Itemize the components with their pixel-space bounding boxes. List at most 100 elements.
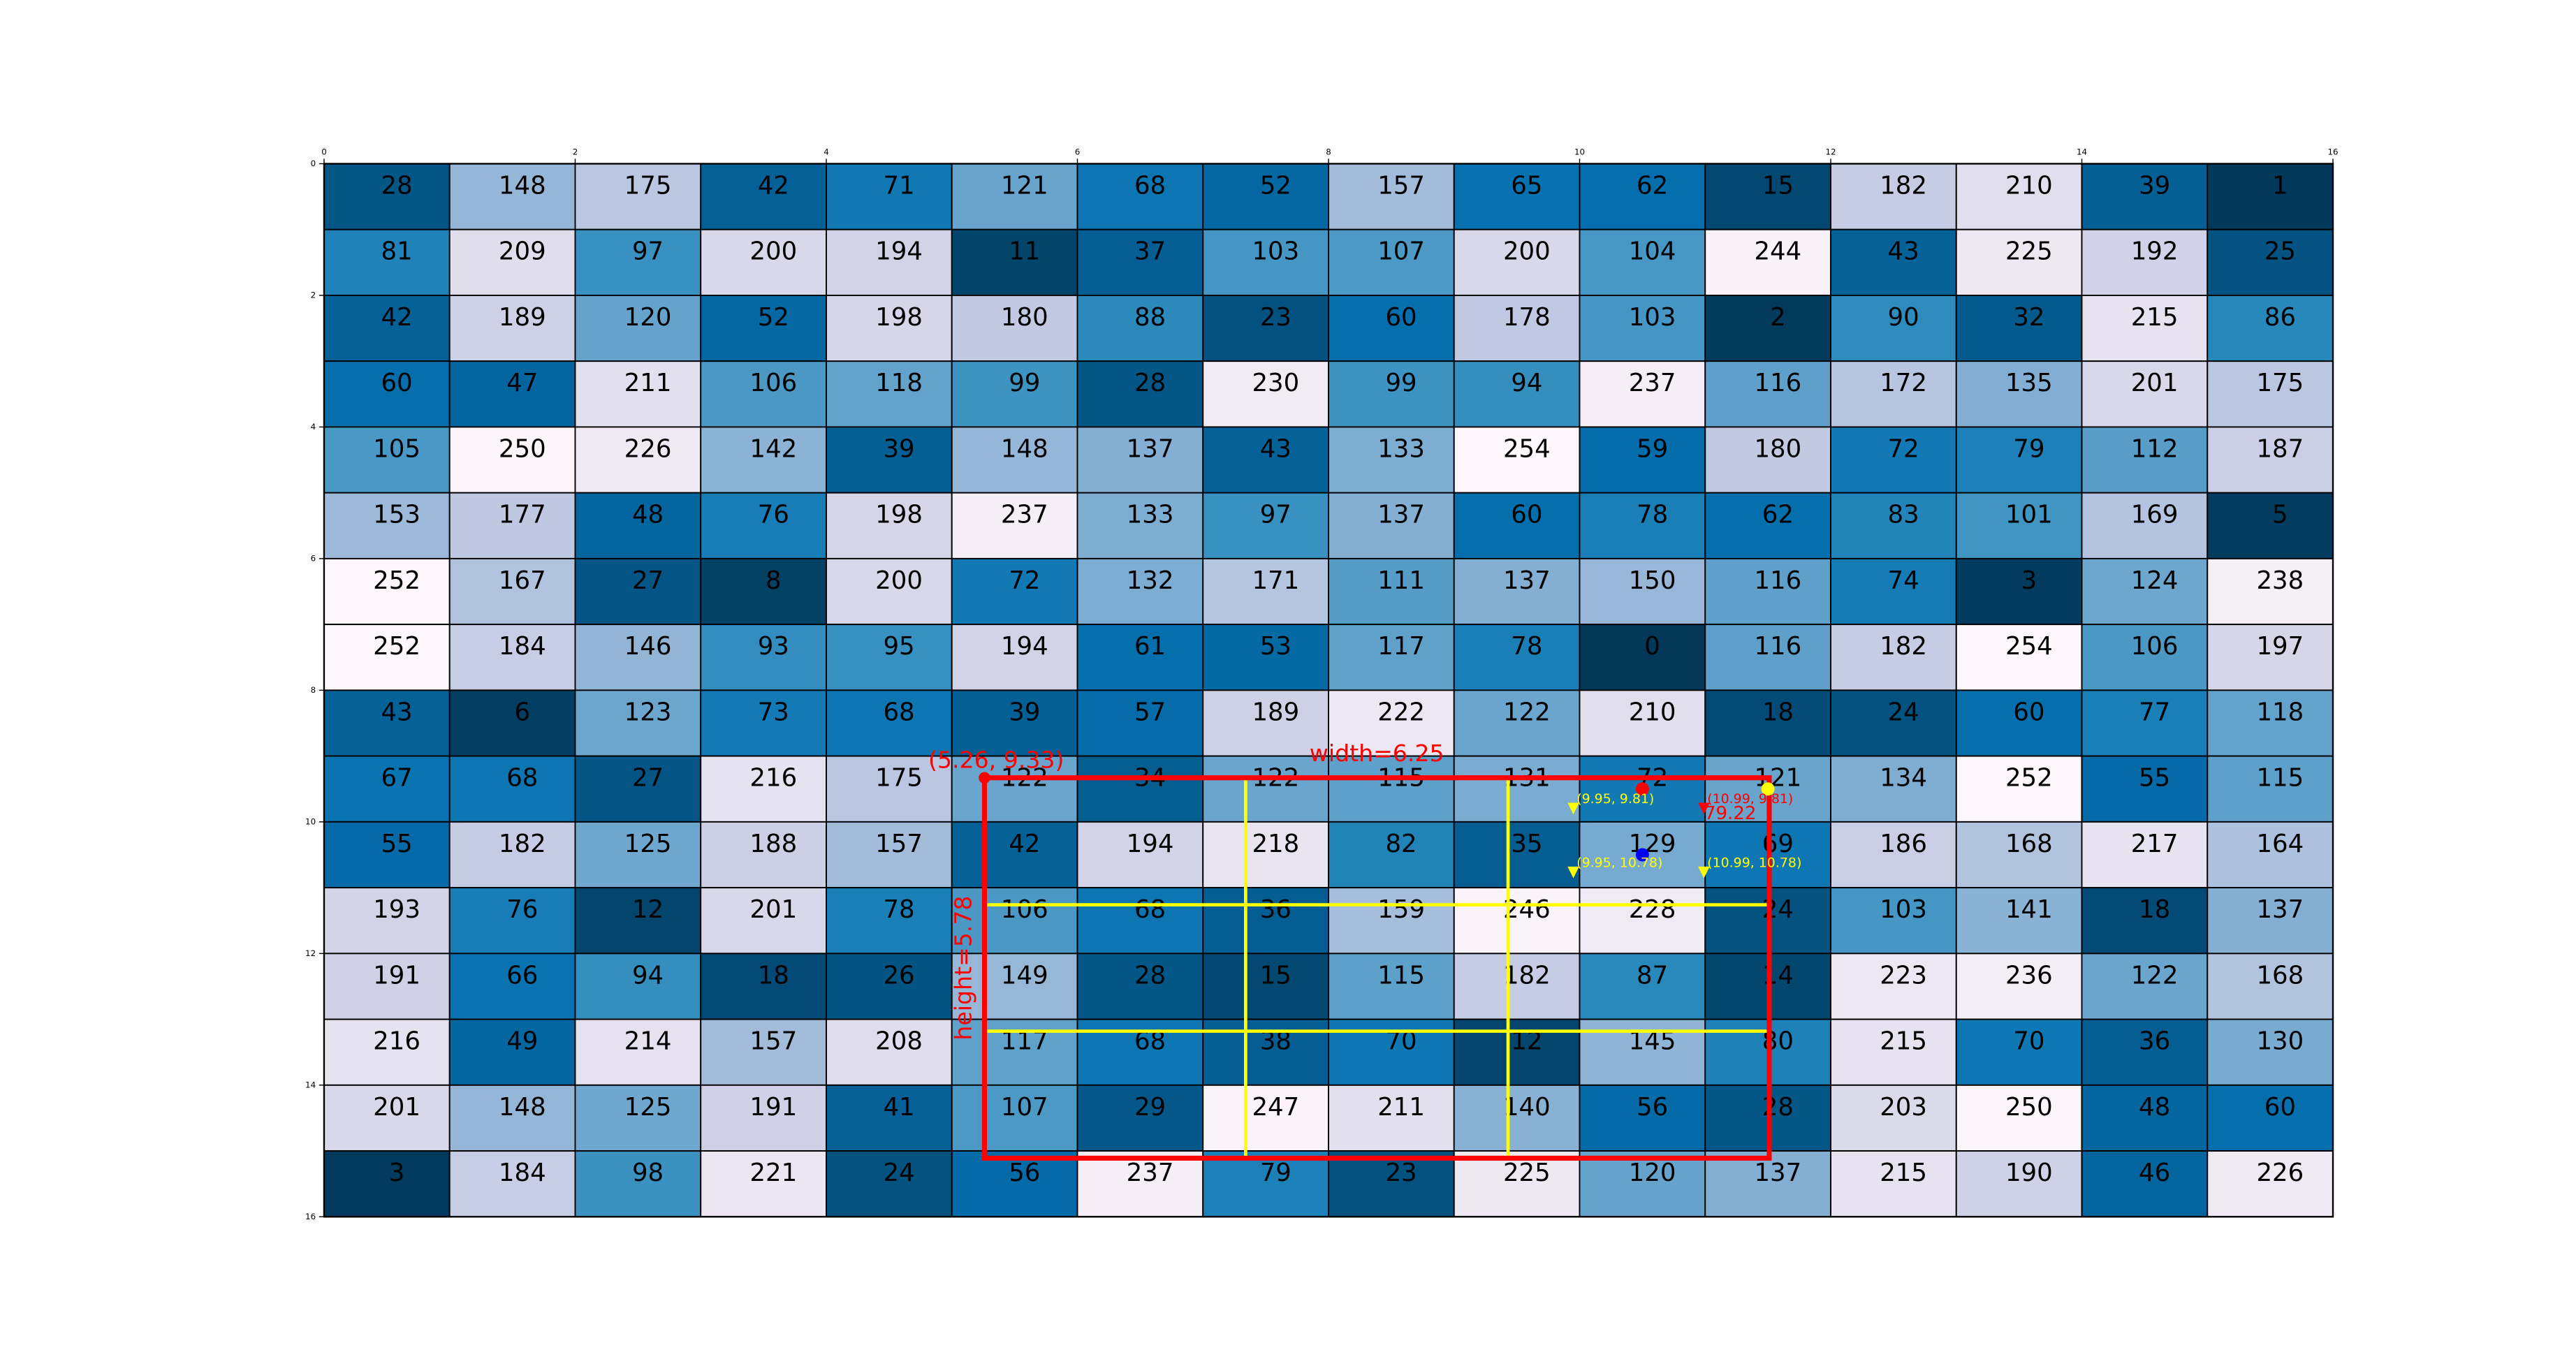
cell-label: 111 bbox=[1377, 566, 1425, 595]
cell-label: 99 bbox=[1385, 369, 1417, 397]
cell-label: 120 bbox=[1629, 1159, 1676, 1187]
x-tick-label: 6 bbox=[1075, 147, 1081, 156]
heatmap-cell bbox=[1076, 755, 1204, 823]
heatmap-cell bbox=[1453, 953, 1581, 1020]
heatmap-cell bbox=[1704, 624, 1831, 691]
cell-label: 15 bbox=[1260, 961, 1291, 990]
cell-label: 15 bbox=[1762, 171, 1794, 200]
cell-label: 0 bbox=[1644, 632, 1660, 661]
cell-label: 28 bbox=[1134, 369, 1166, 397]
heatmap-cell bbox=[323, 1150, 451, 1218]
cell-label: 218 bbox=[1252, 830, 1299, 858]
cell-label: 49 bbox=[506, 1027, 538, 1056]
cell-label: 78 bbox=[883, 895, 914, 924]
cell-label: 172 bbox=[1880, 369, 1927, 397]
heatmap-cell bbox=[1830, 887, 1957, 955]
cell-label: 76 bbox=[758, 501, 789, 529]
cell-label: 180 bbox=[1754, 434, 1801, 463]
cell-label: 37 bbox=[1134, 237, 1166, 266]
cell-label: 60 bbox=[1511, 501, 1542, 529]
cell-label: 3 bbox=[389, 1159, 405, 1187]
cell-label: 221 bbox=[749, 1159, 797, 1187]
heatmap-cell bbox=[1830, 360, 1957, 428]
cell-label: 215 bbox=[1880, 1159, 1927, 1187]
heatmap-cell bbox=[1076, 1150, 1204, 1218]
cell-label: 60 bbox=[1385, 303, 1417, 332]
heatmap-cell bbox=[1579, 624, 1706, 691]
x-tick-label: 8 bbox=[1326, 147, 1331, 156]
heatmap-cell bbox=[1830, 557, 1957, 626]
cell-label: 104 bbox=[1629, 237, 1676, 266]
cell-label: 23 bbox=[1260, 303, 1291, 332]
cell-label: 201 bbox=[749, 895, 797, 924]
heatmap-cell bbox=[826, 1150, 953, 1218]
cell-label: 76 bbox=[506, 895, 538, 924]
heatmap-cell bbox=[2207, 557, 2334, 626]
heatmap-cell bbox=[1830, 755, 1957, 823]
cell-label: 134 bbox=[1880, 764, 1927, 793]
cell-label: 237 bbox=[1127, 1159, 1174, 1187]
cell-label: 157 bbox=[875, 830, 923, 858]
cell-label: 157 bbox=[749, 1027, 797, 1056]
heatmap-cell bbox=[826, 689, 953, 757]
heatmap-cell bbox=[448, 887, 576, 955]
cell-label: 216 bbox=[749, 764, 797, 793]
cell-label: 214 bbox=[624, 1027, 672, 1056]
cell-label: 94 bbox=[1511, 369, 1542, 397]
cell-label: 215 bbox=[2131, 303, 2179, 332]
heatmap-cell bbox=[323, 492, 451, 559]
cell-label: 52 bbox=[758, 303, 789, 332]
cell-label: 79 bbox=[2013, 434, 2044, 463]
heatmap-cell bbox=[1453, 557, 1581, 626]
cell-label: 28 bbox=[1134, 961, 1166, 990]
heatmap-cell bbox=[574, 228, 702, 296]
heatmap-cell bbox=[1830, 492, 1957, 559]
cell-label: 43 bbox=[1260, 434, 1291, 463]
cell-label: 133 bbox=[1377, 434, 1425, 463]
cell-label: 129 bbox=[1629, 830, 1676, 858]
heatmap-cell bbox=[1704, 228, 1831, 296]
heatmap-cell bbox=[448, 360, 576, 428]
heatmap-cell bbox=[2081, 1018, 2209, 1086]
heatmap-cell bbox=[574, 492, 702, 559]
heatmap-cell bbox=[1328, 360, 1455, 428]
cell-label: 105 bbox=[373, 434, 420, 463]
cell-label: 167 bbox=[499, 566, 546, 595]
cell-label: 18 bbox=[758, 961, 789, 990]
x-tick-label: 2 bbox=[573, 147, 578, 156]
cell-label: 169 bbox=[2131, 501, 2179, 529]
cell-label: 180 bbox=[1001, 303, 1048, 332]
heatmap-cell bbox=[700, 1150, 827, 1218]
marker-label: (10.99, 10.78) bbox=[1707, 855, 1801, 871]
cell-label: 118 bbox=[2256, 698, 2304, 726]
heatmap-cell bbox=[951, 294, 1078, 362]
x-tick-label: 14 bbox=[2077, 147, 2087, 156]
heatmap-cell bbox=[700, 426, 827, 494]
heatmap-cell bbox=[1453, 228, 1581, 296]
box-corner-label: (5.26, 9.33) bbox=[928, 747, 1064, 774]
cell-label: 230 bbox=[1252, 369, 1299, 397]
heatmap-cell bbox=[1328, 624, 1455, 691]
heatmap-cell bbox=[1955, 1084, 2083, 1152]
cell-label: 122 bbox=[1503, 698, 1551, 726]
cell-label: 142 bbox=[749, 434, 797, 463]
y-tick-label: 14 bbox=[305, 1080, 316, 1089]
heatmap-cell bbox=[2207, 163, 2334, 230]
heatmap-cell bbox=[1830, 1018, 1957, 1086]
cell-label: 164 bbox=[2256, 830, 2304, 858]
heatmap-cell bbox=[1076, 492, 1204, 559]
x-tick-label: 12 bbox=[1825, 147, 1836, 156]
y-tick-label: 0 bbox=[311, 159, 316, 168]
cell-label: 83 bbox=[1887, 501, 1919, 529]
cell-label: 133 bbox=[1127, 501, 1174, 529]
heatmap-cell bbox=[1579, 492, 1706, 559]
cell-label: 72 bbox=[1009, 566, 1040, 595]
cell-label: 27 bbox=[632, 566, 664, 595]
cell-label: 228 bbox=[1629, 895, 1676, 924]
cell-label: 77 bbox=[2139, 698, 2170, 726]
cell-label: 48 bbox=[632, 501, 664, 529]
point bbox=[1635, 848, 1649, 862]
cell-label: 182 bbox=[1503, 961, 1551, 990]
heatmap-cell bbox=[2081, 953, 2209, 1020]
cell-label: 188 bbox=[749, 830, 797, 858]
